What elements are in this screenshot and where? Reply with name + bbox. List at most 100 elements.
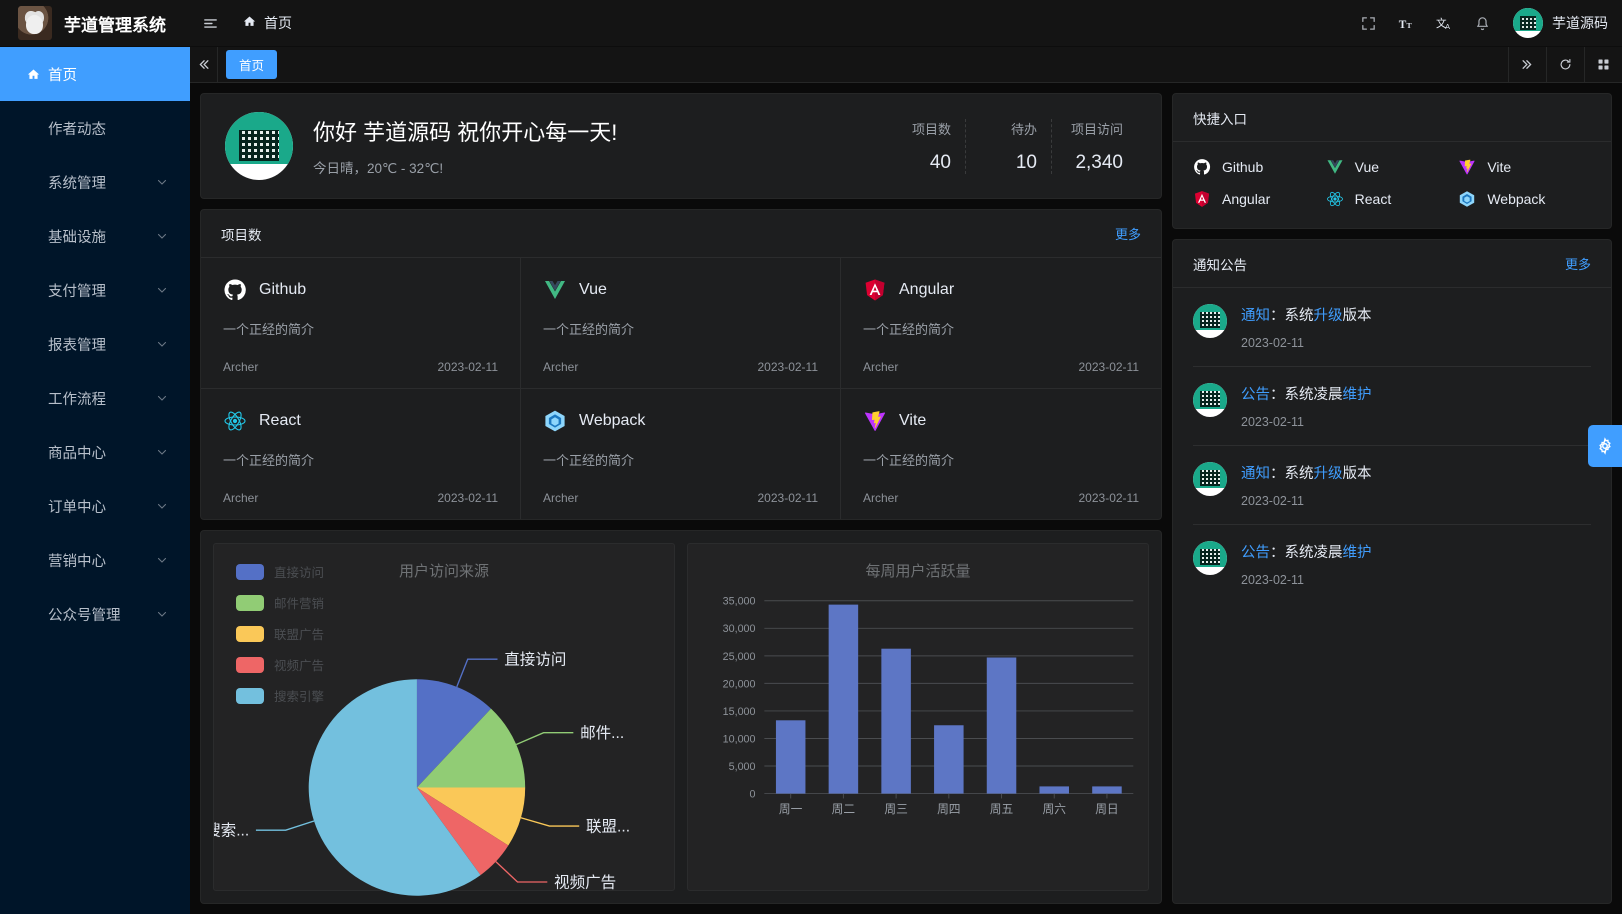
list-item[interactable]: 公告：系统凌晨维护 2023-02-11	[1193, 525, 1591, 603]
quick-item-label: Github	[1222, 159, 1264, 175]
user-menu[interactable]: 芋道源码	[1501, 8, 1608, 38]
svg-text:周六: 周六	[1042, 803, 1066, 816]
notice-sep: ：系统	[1270, 308, 1314, 324]
quick-item-vue[interactable]: Vue	[1326, 158, 1459, 176]
project-card-angular[interactable]: Angular 一个正经的简介 Archer 2023-02-11	[841, 258, 1161, 389]
react-icon	[224, 411, 246, 431]
sidebar-item-infrastructure[interactable]: 基础设施	[0, 209, 190, 263]
notice-date: 2023-02-11	[1241, 494, 1305, 508]
quick-item-webpack[interactable]: Webpack	[1458, 190, 1591, 208]
greeting-card: 你好 芋道源码 祝你开心每一天! 今日晴，20℃ - 32℃! 项目数 40 待…	[200, 93, 1162, 199]
greeting-text: 你好 芋道源码 祝你开心每一天! 今日晴，20℃ - 32℃!	[313, 115, 617, 177]
projects-more-link[interactable]: 更多	[1114, 227, 1141, 242]
brand[interactable]: 芋道管理系统	[0, 6, 190, 40]
bell-icon[interactable]	[1463, 0, 1501, 47]
project-date: 2023-02-11	[757, 360, 819, 374]
notice-list: 通知：系统升级版本 2023-02-11 公告：系统凌晨维护	[1173, 288, 1611, 603]
projects-grid: Github 一个正经的简介 Archer 2023-02-11	[201, 258, 1161, 519]
tab-home[interactable]: 首页	[226, 50, 278, 79]
github-icon	[224, 279, 246, 301]
pie-chart[interactable]: 用户访问来源 直接访问 邮件营销 联盟广告 视频广告 搜索引擎 直接访问 邮件..…	[213, 543, 675, 896]
sidebar-item-label: 首页	[48, 67, 77, 84]
svg-text:25,000: 25,000	[723, 651, 756, 663]
notice-title: 通知：系统升级版本	[1241, 462, 1372, 483]
quick-item-react[interactable]: React	[1326, 190, 1459, 208]
tab-bar: 首页	[190, 46, 1622, 83]
quick-item-label: Vite	[1487, 159, 1512, 175]
legend-item[interactable]: 邮件营销	[236, 593, 324, 612]
body: 首页 作者动态 系统管理 基础设施 支付管理 报表管理 工作流程	[0, 46, 1622, 914]
bar-graphic: 0 5,000 10,000 15,000 20,000 25,000 30,000 35,0…	[723, 596, 1134, 816]
project-name: React	[259, 412, 301, 429]
project-desc: 一个正经的简介	[223, 453, 315, 468]
legend-item[interactable]: 视频广告	[236, 655, 324, 674]
quick-item-label: Vue	[1354, 159, 1380, 175]
svg-text:0: 0	[750, 788, 756, 800]
notice-header: 通知公告 更多	[1173, 240, 1611, 288]
quick-item-github[interactable]: Github	[1193, 158, 1326, 176]
sidebar-item-home[interactable]: 首页	[0, 47, 190, 101]
notice-sep: ：系统凌晨	[1270, 387, 1343, 403]
refresh-icon[interactable]	[1546, 46, 1584, 83]
chevron-down-icon	[156, 230, 168, 242]
sidebar-item-workflow[interactable]: 工作流程	[0, 371, 190, 425]
hamburger-icon[interactable]	[190, 15, 230, 32]
sidebar-item-mp-management[interactable]: 公众号管理	[0, 587, 190, 641]
list-item[interactable]: 通知：系统升级版本 2023-02-11	[1193, 288, 1591, 367]
notice-highlight: 维护	[1342, 387, 1372, 403]
sidebar-item-payment[interactable]: 支付管理	[0, 263, 190, 317]
sidebar-item-label: 系统管理	[48, 175, 106, 192]
notice-type: 通知	[1241, 308, 1270, 324]
legend-item[interactable]: 搜索引擎	[236, 686, 324, 705]
notice-more-link[interactable]: 更多	[1564, 257, 1591, 272]
stat-value: 40	[929, 151, 951, 173]
chevrons-left-icon[interactable]	[190, 46, 218, 83]
svg-text:邮件...: 邮件...	[580, 724, 624, 742]
breadcrumb[interactable]: 首页	[242, 13, 292, 33]
notice-tail: 版本	[1342, 308, 1372, 324]
sidebar-item-label: 订单中心	[48, 499, 106, 516]
quick-item-vite[interactable]: Vite	[1458, 158, 1591, 176]
sidebar-item-author-news[interactable]: 作者动态	[0, 101, 190, 155]
list-item[interactable]: 通知：系统升级版本 2023-02-11	[1193, 446, 1591, 525]
legend-item[interactable]: 直接访问	[236, 562, 324, 581]
chevron-down-icon	[156, 338, 168, 350]
svg-text:20,000: 20,000	[723, 678, 756, 690]
bar-chart[interactable]: 每周用户活跃量 0 5,000 10,000 15,000 20,000 25,000 30…	[687, 543, 1149, 891]
list-item[interactable]: 公告：系统凌晨维护 2023-02-11	[1193, 367, 1591, 446]
chevron-down-icon	[156, 176, 168, 188]
card-title: 通知公告	[1193, 257, 1247, 273]
project-card-vite[interactable]: Vite 一个正经的简介 Archer 2023-02-11	[841, 389, 1161, 519]
svg-text:周三: 周三	[884, 803, 907, 816]
notice-date: 2023-02-11	[1241, 336, 1305, 350]
sidebar-item-label: 支付管理	[48, 283, 106, 300]
notice-tail: 版本	[1342, 466, 1372, 482]
sidebar-item-marketing-center[interactable]: 营销中心	[0, 533, 190, 587]
grid-icon[interactable]	[1584, 46, 1622, 83]
sidebar-item-product-center[interactable]: 商品中心	[0, 425, 190, 479]
legend-item[interactable]: 联盟广告	[236, 624, 324, 643]
project-card-github[interactable]: Github 一个正经的简介 Archer 2023-02-11	[201, 258, 521, 389]
fullscreen-icon[interactable]	[1349, 0, 1387, 47]
charts-card: 用户访问来源 直接访问 邮件营销 联盟广告 视频广告 搜索引擎 直接访问 邮件..…	[200, 530, 1162, 904]
sidebar-item-order-center[interactable]: 订单中心	[0, 479, 190, 533]
project-card-vue[interactable]: Vue 一个正经的简介 Archer 2023-02-11	[521, 258, 841, 389]
sidebar-item-system[interactable]: 系统管理	[0, 155, 190, 209]
legend-swatch	[236, 563, 264, 580]
legend-label: 邮件营销	[274, 597, 325, 611]
notice-sep: ：系统凌晨	[1270, 545, 1343, 561]
chevrons-right-icon[interactable]	[1508, 46, 1546, 83]
project-card-webpack[interactable]: Webpack 一个正经的简介 Archer 2023-02-11	[521, 389, 841, 519]
project-card-react[interactable]: React 一个正经的简介 Archer 2023-02-11	[201, 389, 521, 519]
sidebar-item-report[interactable]: 报表管理	[0, 317, 190, 371]
quick-item-angular[interactable]: Angular	[1193, 190, 1326, 208]
stats-group: 项目数 40 待办 10 项目访问 2,340	[879, 118, 1137, 174]
svg-text:5,000: 5,000	[729, 761, 756, 773]
avatar	[1193, 462, 1227, 496]
settings-fab-button[interactable]	[1588, 425, 1622, 467]
